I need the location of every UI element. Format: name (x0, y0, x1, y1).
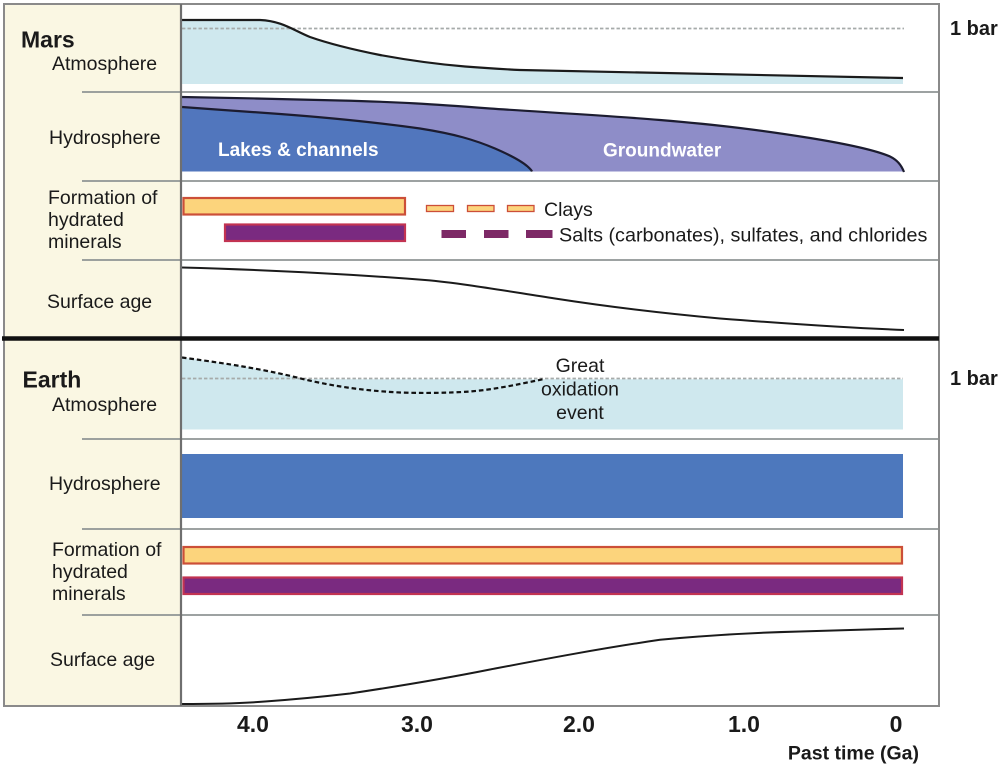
svg-text:1 bar: 1 bar (950, 18, 998, 40)
svg-text:Formation of: Formation of (48, 187, 158, 209)
svg-text:Surface age: Surface age (50, 649, 155, 671)
svg-text:Hydrosphere: Hydrosphere (49, 127, 161, 149)
svg-text:Mars: Mars (21, 27, 75, 53)
svg-text:Salts (carbonates), sulfates,: Salts (carbonates), sulfates, and chlori… (559, 225, 927, 247)
svg-text:Past time (Ga): Past time (Ga) (788, 743, 919, 765)
svg-text:Surface age: Surface age (47, 291, 152, 313)
svg-text:Earth: Earth (23, 367, 82, 393)
svg-text:hydrated: hydrated (48, 209, 124, 231)
svg-text:4.0: 4.0 (237, 711, 269, 737)
svg-text:hydrated: hydrated (52, 561, 128, 583)
svg-text:Great: Great (556, 355, 605, 377)
svg-text:Hydrosphere: Hydrosphere (49, 473, 161, 495)
svg-text:1 bar: 1 bar (950, 368, 998, 390)
svg-text:minerals: minerals (48, 231, 122, 253)
svg-text:Atmosphere: Atmosphere (52, 53, 157, 75)
svg-text:2.0: 2.0 (563, 711, 595, 737)
svg-text:Groundwater: Groundwater (603, 141, 722, 162)
svg-text:minerals: minerals (52, 583, 126, 605)
svg-text:3.0: 3.0 (401, 711, 433, 737)
svg-text:Clays: Clays (544, 199, 593, 221)
svg-text:Formation of: Formation of (52, 539, 162, 561)
svg-text:oxidation: oxidation (541, 379, 619, 401)
svg-text:Lakes & channels: Lakes & channels (218, 140, 379, 161)
svg-text:event: event (556, 402, 604, 424)
svg-text:Atmosphere: Atmosphere (52, 394, 157, 416)
svg-text:0: 0 (890, 711, 903, 737)
svg-text:1.0: 1.0 (728, 711, 760, 737)
